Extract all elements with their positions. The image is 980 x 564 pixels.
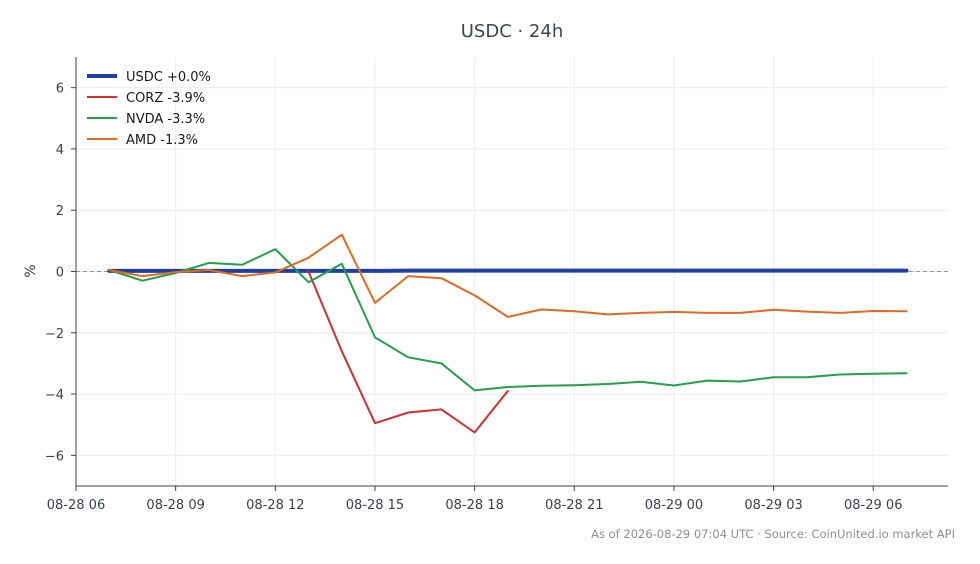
y-tick-label: −6 xyxy=(45,449,64,464)
y-tick-label: 4 xyxy=(56,143,64,158)
y-tick-label: −4 xyxy=(45,388,64,403)
legend-label: USDC +0.0% xyxy=(126,70,211,85)
series-line-1 xyxy=(307,270,509,434)
chart-title: USDC · 24h xyxy=(461,21,564,42)
y-tick-label: 0 xyxy=(56,266,64,281)
x-tick-label: 08-29 06 xyxy=(844,498,902,513)
axis-layer: 6 4 2 0 −2 −4 −6 08-28 06 08-28 09 08-28 12 08-28 … xyxy=(45,57,948,513)
x-tick-label: 08-28 15 xyxy=(346,498,404,513)
legend: USDC +0.0% CORZ -3.9% NVDA -3.3% AMD -1.3% xyxy=(87,70,211,148)
legend-label: NVDA -3.3% xyxy=(126,112,205,127)
y-tick-label: −2 xyxy=(45,327,64,342)
x-tick-label: 08-28 12 xyxy=(246,498,304,513)
series-line-3 xyxy=(108,233,908,318)
x-tick-label: 08-28 09 xyxy=(146,498,204,513)
y-tick-label: 2 xyxy=(56,204,64,219)
series-line-2 xyxy=(108,248,908,392)
x-tick-label: 08-29 03 xyxy=(744,498,802,513)
legend-label: CORZ -3.9% xyxy=(126,91,205,106)
legend-label: AMD -1.3% xyxy=(126,133,198,148)
x-tick-label: 08-28 06 xyxy=(47,498,105,513)
x-tick-label: 08-28 21 xyxy=(545,498,603,513)
series-layer xyxy=(107,233,909,434)
x-tick-label: 08-28 18 xyxy=(445,498,503,513)
x-tick-label: 08-29 00 xyxy=(645,498,703,513)
footer-source-note: As of 2026-08-29 07:04 UTC · Source: Coi… xyxy=(591,527,955,541)
y-axis-label: % xyxy=(23,264,39,277)
y-tick-label: 6 xyxy=(56,82,64,97)
